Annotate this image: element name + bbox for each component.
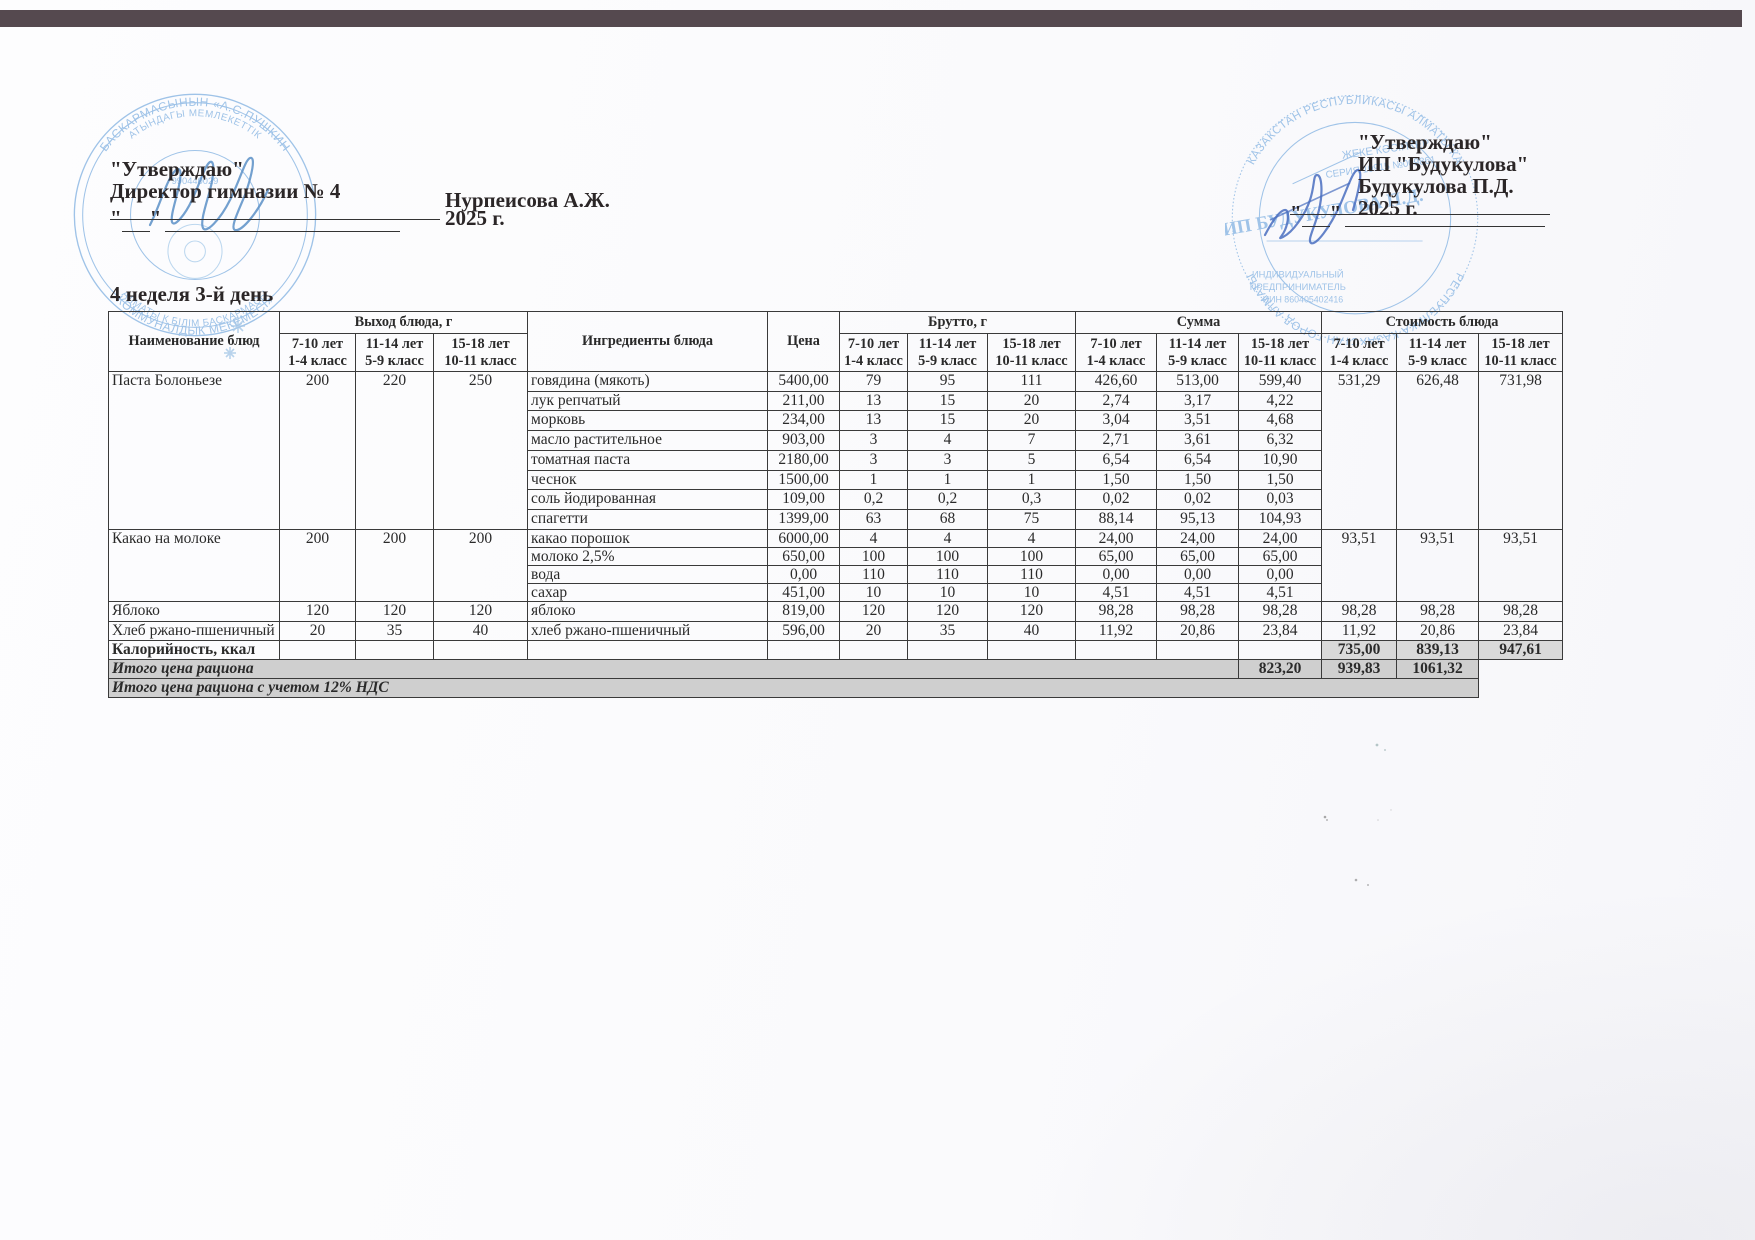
- svg-text:ИИН 860405402416: ИИН 860405402416: [1263, 294, 1344, 304]
- svg-text:БАСКАРМАСЫНЫН «А.С.ПУШКИН: БАСКАРМАСЫНЫН «А.С.ПУШКИН: [97, 95, 293, 154]
- svg-text:ИНДИВИДУАЛЬНЫЙ: ИНДИВИДУАЛЬНЫЙ: [1252, 268, 1344, 279]
- svg-text:ПРЕДПРИНИМАТЕЛЬ: ПРЕДПРИНИМАТЕЛЬ: [1250, 282, 1346, 292]
